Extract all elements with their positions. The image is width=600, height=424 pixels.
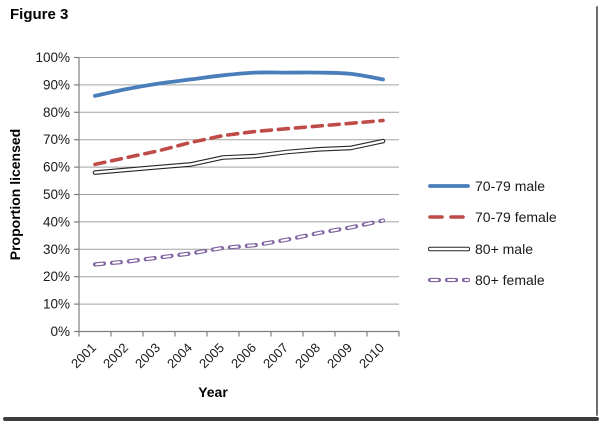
x-tick-label: 2003 [132,340,163,371]
legend-label: 70-79 male [475,177,546,194]
series-line-70-79-male [93,70,385,98]
chart-legend: 70-79 male 70-79 female 80+ male 80+ female [428,170,578,296]
figure-title: Figure 3 [10,6,69,23]
x-tick-label: 2004 [164,340,195,371]
x-axis-title: Year [198,384,228,400]
legend-item: 70-79 female [428,202,578,234]
legend-line-swatch [428,215,470,220]
series-line-70-79-female [93,118,385,167]
y-tick-label: 90% [43,77,70,92]
x-tick-label: 2009 [324,340,355,371]
legend-label: 80+ male [475,240,533,257]
y-tick-label: 60% [43,160,70,175]
x-tick-label: 2007 [260,340,291,371]
legend-line-swatch [428,183,470,188]
series-line-80-male-inner [93,139,385,174]
y-tick-label: 100% [35,50,70,65]
x-tick-label: 2010 [356,340,387,371]
x-tick-label: 2006 [228,340,259,371]
x-tick-label: 2002 [100,340,131,371]
y-tick-label: 50% [43,187,70,202]
y-axis-title: Proportion licensed [7,129,23,260]
x-tick-label: 2005 [196,340,227,371]
legend-line-swatch [428,246,470,252]
y-tick-label: 10% [43,297,70,312]
y-tick-label: 70% [43,132,70,147]
frame-shadow-bottom [3,417,599,421]
series-line-80-female-inner [94,219,384,266]
legend-label: 70-79 female [475,209,557,226]
y-tick-label: 40% [43,214,70,229]
legend-item: 70-79 male [428,170,578,202]
y-tick-label: 30% [43,242,70,257]
x-tick-label: 2001 [68,340,99,371]
series-line-80-female [92,218,386,267]
y-tick-label: 80% [43,105,70,120]
legend-label: 80+ female [475,272,545,289]
frame-shadow-right [596,6,598,416]
y-tick-label: 0% [50,324,70,339]
x-tick-label: 2008 [292,340,323,371]
legend-item: 80+ female [428,265,578,297]
legend-item: 80+ male [428,233,578,265]
y-tick-label: 20% [43,269,70,284]
legend-line-swatch [428,278,470,283]
